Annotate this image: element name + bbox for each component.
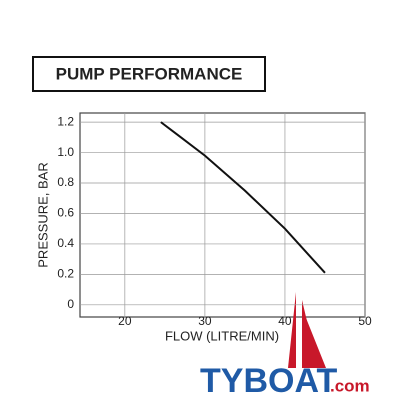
logo-brand: TYBOAT xyxy=(200,362,337,400)
y-tick-label: 0.8 xyxy=(57,175,74,189)
y-tick-label: 0.6 xyxy=(57,206,74,220)
x-tick-label: 20 xyxy=(118,314,132,328)
pressure-curve xyxy=(160,121,326,274)
y-tick-label: 0 xyxy=(67,297,74,311)
y-tick-label: 0.4 xyxy=(57,236,74,250)
plot-frame xyxy=(79,112,366,318)
y-axis-title: PRESSURE, BAR xyxy=(35,162,50,267)
logo-suffix: .com xyxy=(330,376,370,395)
x-tick-label: 50 xyxy=(358,314,372,328)
x-tick-label: 30 xyxy=(198,314,212,328)
logo-sail xyxy=(288,292,326,368)
x-tick-label: 40 xyxy=(278,314,292,328)
chart-title: PUMP PERFORMANCE xyxy=(56,64,243,83)
title-box xyxy=(32,56,266,92)
x-axis-title: FLOW (LITRE/MIN) xyxy=(165,328,279,343)
y-tick-label: 1.2 xyxy=(57,114,74,128)
y-tick-label: 0.2 xyxy=(57,267,74,281)
y-tick-label: 1.0 xyxy=(57,145,74,159)
